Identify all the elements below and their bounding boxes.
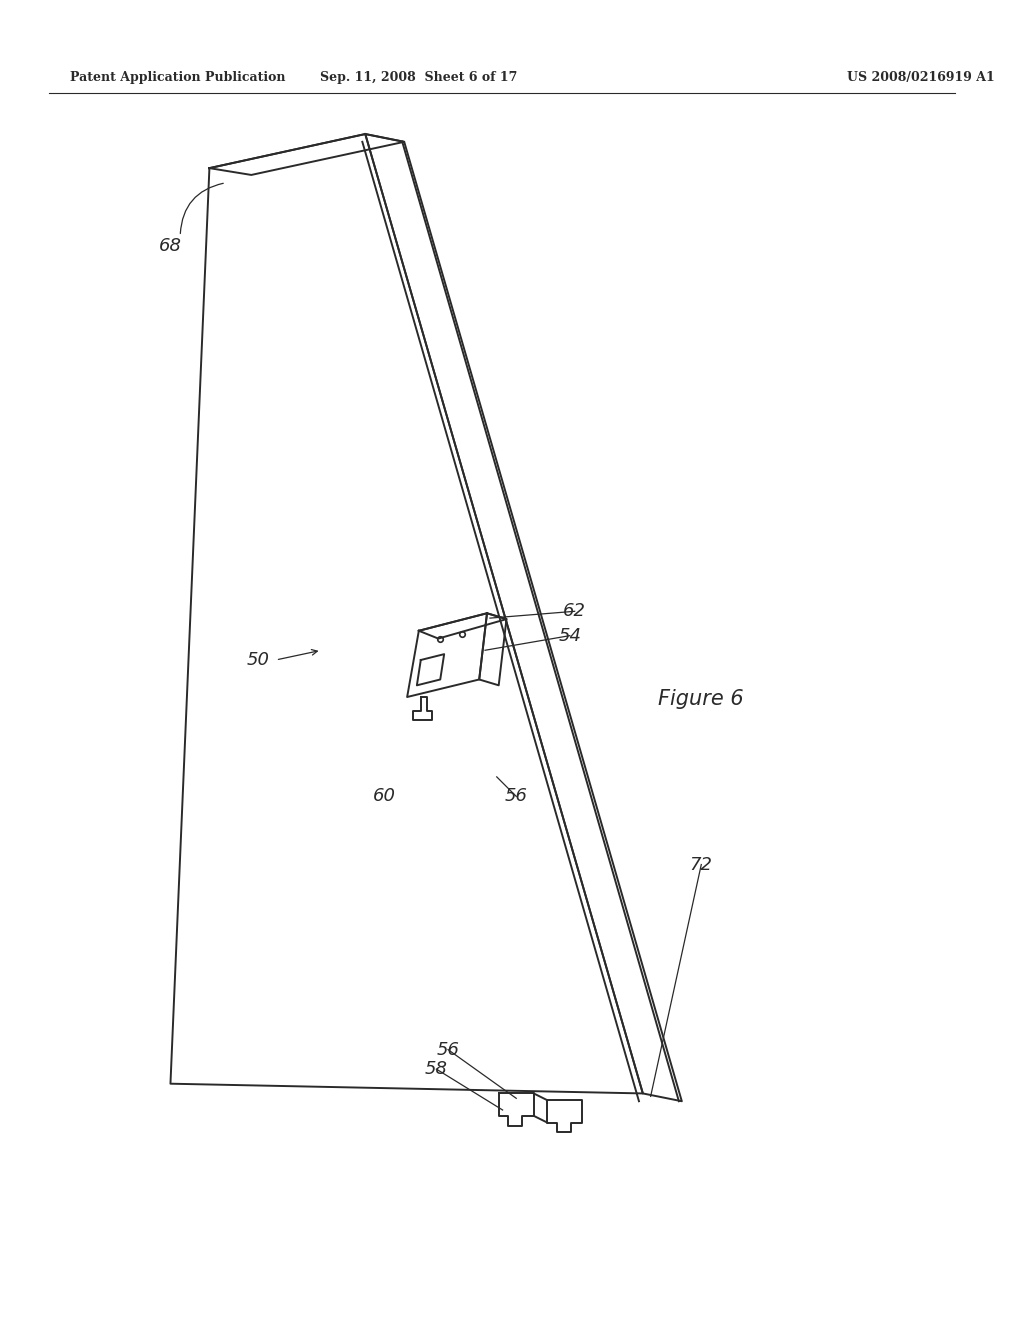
Text: 50: 50	[247, 651, 269, 669]
Text: 68: 68	[159, 238, 182, 255]
Text: 54: 54	[558, 627, 582, 644]
Text: Sep. 11, 2008  Sheet 6 of 17: Sep. 11, 2008 Sheet 6 of 17	[321, 71, 517, 84]
Text: Figure 6: Figure 6	[658, 689, 744, 709]
Text: 58: 58	[425, 1060, 447, 1078]
Text: 62: 62	[563, 602, 586, 620]
Text: 56: 56	[505, 787, 527, 805]
Text: 60: 60	[373, 787, 396, 805]
Text: US 2008/0216919 A1: US 2008/0216919 A1	[848, 71, 995, 84]
Text: 56: 56	[436, 1040, 460, 1059]
FancyArrowPatch shape	[180, 183, 223, 234]
Text: Patent Application Publication: Patent Application Publication	[70, 71, 286, 84]
Text: 72: 72	[690, 855, 713, 874]
